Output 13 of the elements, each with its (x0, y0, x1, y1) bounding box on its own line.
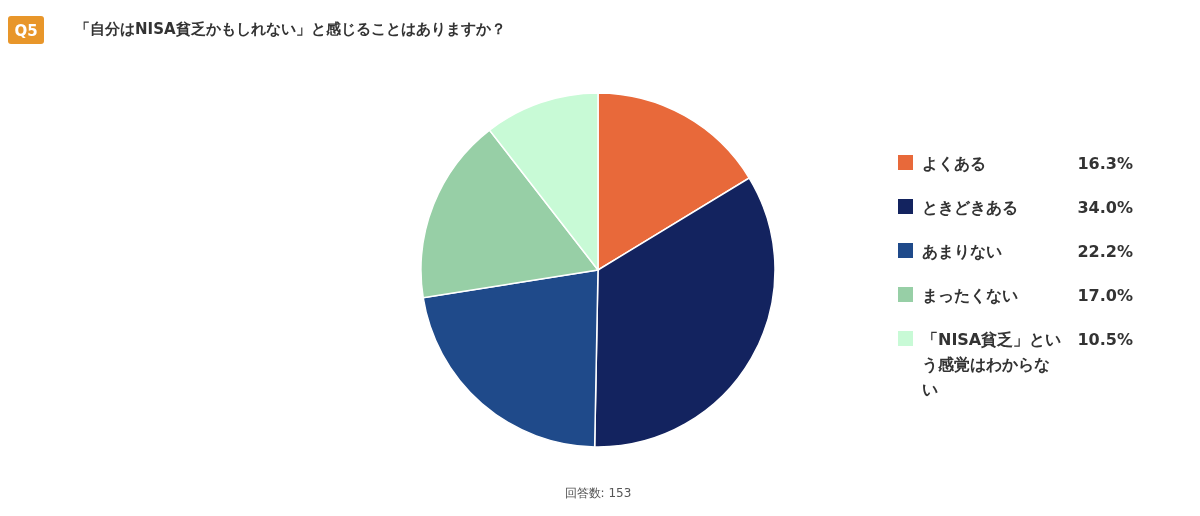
data-label: 16.3% (1077, 154, 1133, 173)
badge: Q5 (8, 16, 44, 44)
data-label: 17.0% (1077, 286, 1133, 305)
legend-label: よくある (922, 154, 986, 173)
data-label: 10.5% (1077, 330, 1133, 349)
text: 「自分はNISA貧乏かもしれない」と感じることはありますか？ (75, 20, 506, 38)
legend-label: ときどきある (922, 198, 1018, 217)
legend-label: あまりない (922, 242, 1002, 261)
data-label: 22.2% (1077, 242, 1133, 261)
legend-label: まったくない (922, 286, 1018, 305)
data-label: 34.0% (1077, 198, 1133, 217)
text: 回答数: 153 (564, 486, 632, 500)
legend-label: 「NISA貧乏」という感覚はわからない (922, 330, 1062, 399)
